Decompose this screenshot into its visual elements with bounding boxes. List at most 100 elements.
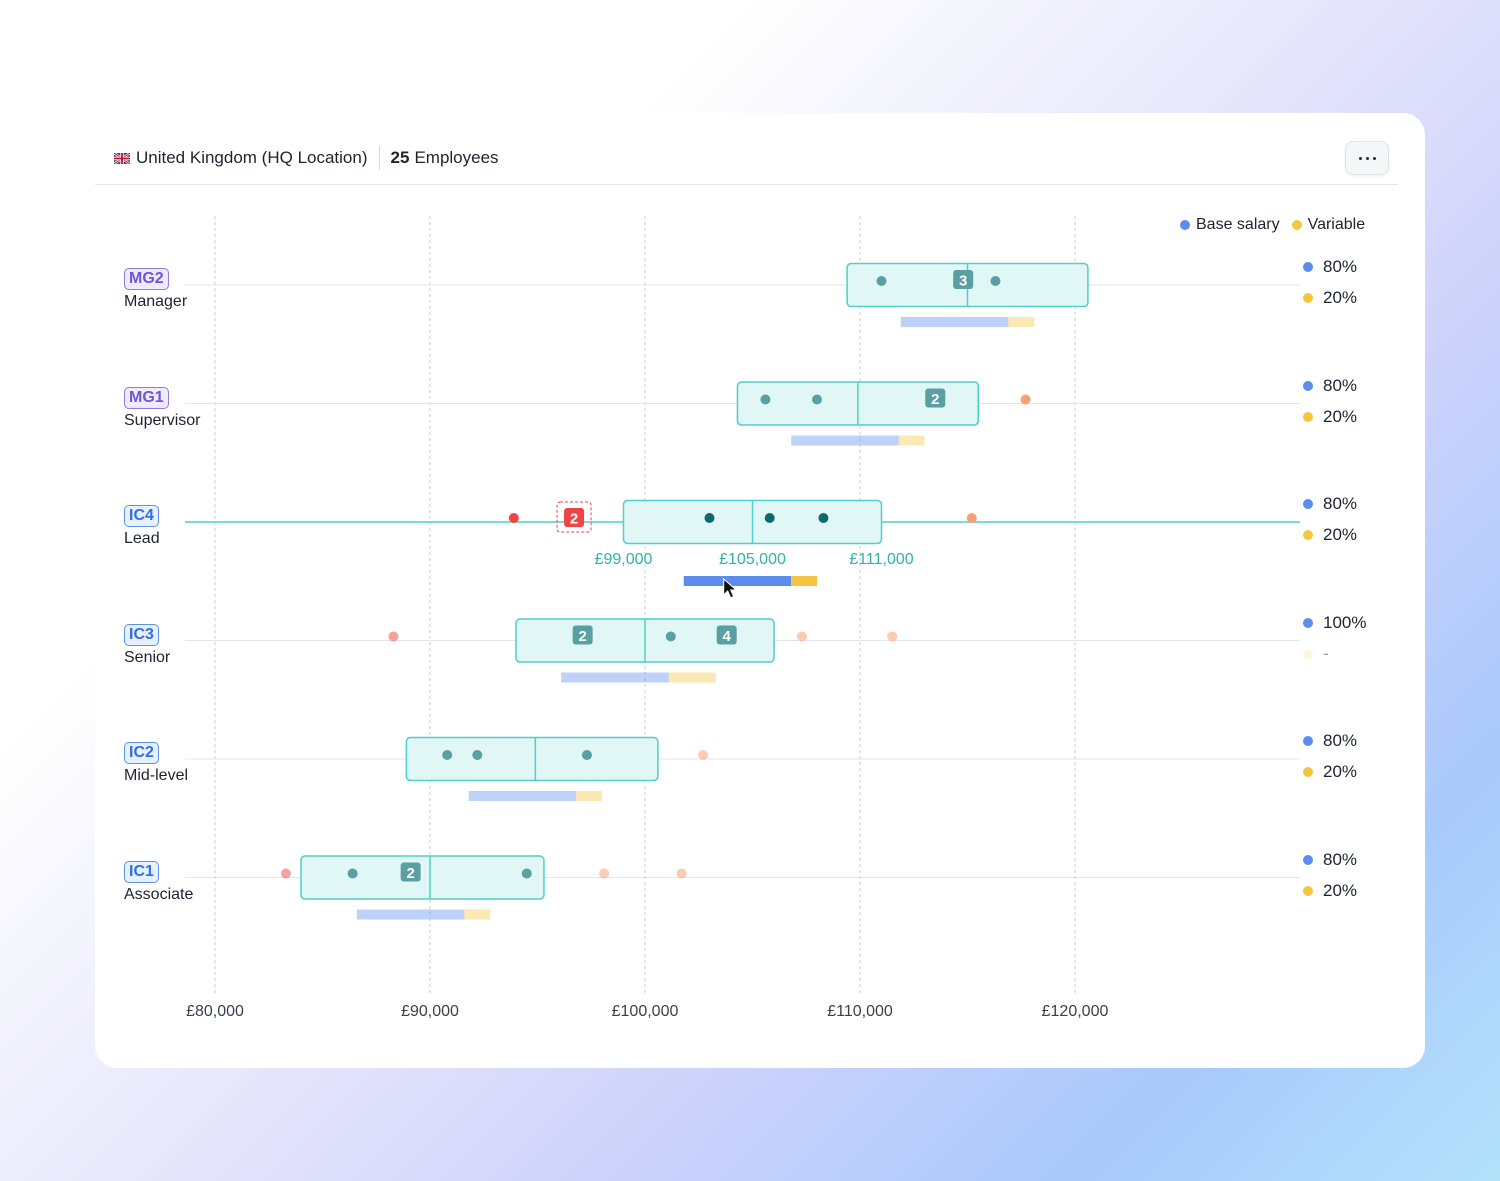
outlier-dot[interactable] — [599, 868, 610, 879]
band-code-badge[interactable]: IC3 — [124, 623, 159, 646]
employee-dot[interactable] — [442, 750, 453, 760]
employee-dot[interactable] — [990, 276, 1001, 286]
salary-band-card: United Kingdom (HQ Location) 25 Employee… — [95, 113, 1425, 1068]
variable-pct: 20% — [1303, 762, 1357, 782]
outlier-dot[interactable] — [280, 868, 291, 879]
employee-count-badge[interactable] — [953, 270, 974, 289]
base-salary-bar[interactable] — [683, 576, 792, 586]
variable-pay-bar[interactable] — [576, 791, 602, 801]
range-value-label: £99,000 — [595, 551, 653, 568]
band-label-ic1: IC1 Associate — [124, 860, 193, 904]
employee-dot[interactable] — [521, 868, 532, 879]
outlier-dot[interactable] — [1020, 394, 1031, 405]
base-salary-pct-value: 80% — [1323, 375, 1358, 395]
base-salary-pct-value: 80% — [1323, 731, 1358, 750]
base-salary-bar[interactable] — [468, 791, 577, 801]
base-salary-pct-dot-icon — [1303, 262, 1313, 272]
band-code-badge[interactable]: IC1 — [124, 860, 159, 883]
employee-dot[interactable] — [665, 631, 676, 642]
card-header: United Kingdom (HQ Location) 25 Employee… — [95, 113, 1398, 185]
variable-pct-dot-icon — [1303, 885, 1313, 896]
employee-dot[interactable] — [581, 750, 592, 760]
base-salary-pct: 80% — [1303, 731, 1357, 751]
variable-pct: - — [1303, 644, 1329, 664]
employee-dot[interactable] — [760, 394, 771, 405]
base-salary-pct-dot-icon — [1303, 499, 1313, 509]
band-name: Lead — [124, 530, 160, 547]
employee-count: 25 — [390, 148, 410, 167]
variable-pct-dot-icon — [1303, 648, 1313, 659]
variable-pay-bar[interactable] — [668, 672, 716, 683]
base-salary-bar[interactable] — [791, 435, 899, 446]
variable-pay-bar[interactable] — [791, 576, 817, 586]
base-salary-bar[interactable] — [561, 672, 669, 683]
variable-pct-dot-icon — [1303, 411, 1313, 422]
employee-dot[interactable] — [347, 868, 358, 879]
outlier-dot[interactable] — [796, 631, 807, 642]
variable-pct: 20% — [1303, 407, 1357, 427]
base-salary-pct-dot-icon — [1303, 617, 1313, 628]
employee-count-badge[interactable] — [925, 388, 946, 408]
outlier-dot[interactable] — [887, 631, 898, 642]
employee-dot[interactable] — [876, 276, 887, 286]
base-salary-pct-value: 80% — [1323, 494, 1358, 513]
outlier-dot[interactable] — [966, 513, 977, 523]
header-divider — [378, 146, 380, 170]
outlier-dot[interactable] — [508, 513, 519, 523]
salary-range-box[interactable] — [300, 855, 545, 900]
band-label-mg2: MG2 Manager — [124, 268, 187, 311]
badge-count-label: 2 — [578, 628, 586, 645]
variable-pay-bar[interactable] — [464, 909, 491, 920]
legend-label-base: Base salary — [1196, 216, 1280, 233]
more-dots-icon — [1365, 156, 1369, 160]
band-name: Mid-level — [124, 767, 189, 784]
employee-dot[interactable] — [472, 750, 483, 760]
band-name: Manager — [124, 293, 188, 310]
base-salary-pct: 80% — [1303, 494, 1357, 514]
base-salary-pct: 80% — [1303, 257, 1357, 277]
employee-count-badge[interactable] — [400, 862, 421, 882]
band-label-ic2: IC2 Mid-level — [124, 742, 188, 785]
flagged-badge-outline — [556, 501, 592, 533]
band-code-badge[interactable]: MG1 — [124, 386, 169, 409]
variable-pct-value: 20% — [1323, 762, 1358, 781]
employee-dot[interactable] — [704, 513, 715, 523]
variable-pay-bar[interactable] — [898, 435, 925, 446]
salary-range-chart: £80,000 £90,000 £100,000 £110,000 £120,000 3 2… — [185, 216, 1300, 1020]
employee-count-badge[interactable] — [716, 625, 737, 645]
legend-label-variable: Variable — [1307, 216, 1366, 233]
base-salary-pct-value: 100% — [1323, 612, 1367, 632]
employees-label: Employees — [414, 148, 499, 167]
flagged-count-badge[interactable] — [564, 508, 585, 527]
base-salary-bar[interactable] — [900, 317, 1009, 327]
outlier-dot[interactable] — [388, 631, 399, 642]
more-dots-icon — [1358, 156, 1362, 160]
outlier-dot[interactable] — [698, 750, 709, 760]
band-code-badge[interactable]: IC4 — [124, 505, 159, 527]
variable-pay-bar[interactable] — [1008, 317, 1035, 327]
employee-dot[interactable] — [764, 513, 775, 523]
band-code-badge[interactable]: IC2 — [124, 742, 159, 764]
range-value-label: £105,000 — [719, 551, 786, 568]
variable-pct-dot-icon — [1303, 767, 1313, 777]
x-tick-label: £120,000 — [1042, 1003, 1109, 1020]
uk-flag-icon — [114, 152, 130, 164]
employee-count-badge[interactable] — [572, 625, 593, 645]
salary-range-box[interactable] — [405, 736, 659, 782]
more-dots-icon — [1372, 156, 1376, 160]
base-salary-bar[interactable] — [356, 909, 465, 920]
flagged-count-label: 2 — [570, 511, 578, 528]
outlier-dot[interactable] — [676, 868, 687, 879]
band-code-badge[interactable]: MG2 — [124, 268, 169, 290]
header-info: United Kingdom (HQ Location) 25 Employee… — [114, 146, 499, 170]
more-options-button[interactable] — [1345, 141, 1389, 175]
base-salary-pct-dot-icon — [1303, 854, 1313, 865]
base-salary-pct-value: 80% — [1323, 257, 1358, 276]
x-tick-label: £90,000 — [401, 1003, 459, 1020]
variable-pct: 20% — [1303, 881, 1357, 901]
location-label[interactable]: United Kingdom (HQ Location) — [136, 148, 368, 167]
variable-pct-value: 20% — [1323, 288, 1358, 307]
employee-dot[interactable] — [818, 513, 829, 523]
range-value-label: £111,000 — [849, 551, 913, 568]
employee-dot[interactable] — [812, 394, 822, 405]
